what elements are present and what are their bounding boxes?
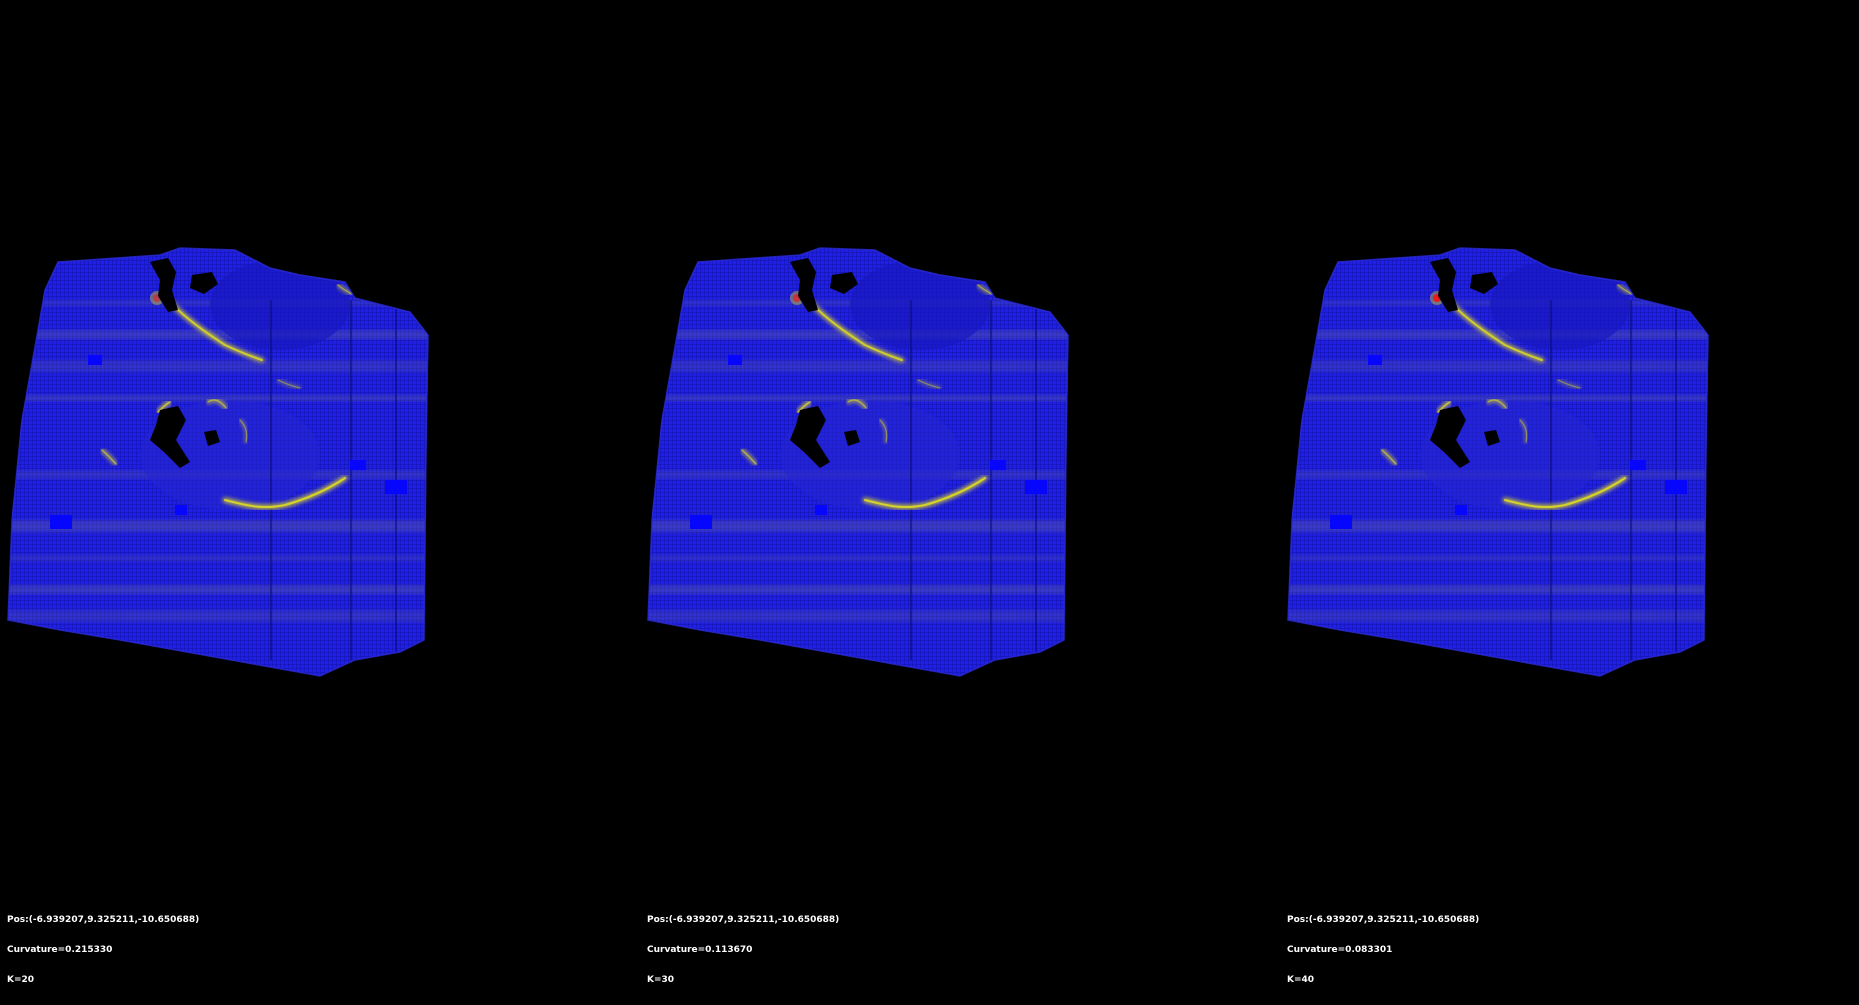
point-cloud-render[interactable]	[0, 0, 640, 934]
hole-region	[790, 406, 830, 468]
curvature-readout: Curvature=0.113670	[647, 945, 753, 955]
hole-region	[190, 272, 218, 294]
hole-region	[1470, 272, 1498, 294]
hole-region	[1484, 430, 1500, 446]
position-readout: Pos:(-6.939207,9.325211,-10.650688)	[1287, 915, 1480, 925]
surface-edge	[1287, 247, 1709, 677]
surface-edge	[647, 247, 1069, 677]
surface-edge	[7, 247, 429, 677]
k-readout: K=30	[647, 975, 675, 985]
hole-region	[150, 406, 190, 468]
hole-region	[844, 430, 860, 446]
viewport-k20[interactable]: Pos:(-6.939207,9.325211,-10.650688) Curv…	[0, 0, 640, 985]
viewport-k40[interactable]: Pos:(-6.939207,9.325211,-10.650688) Curv…	[1280, 0, 1859, 985]
hole-region	[1430, 406, 1470, 468]
k-readout: K=40	[1287, 975, 1315, 985]
hole-region	[204, 430, 220, 446]
k-readout: K=20	[7, 975, 35, 985]
hole-region	[150, 258, 178, 312]
surface-points	[1288, 248, 1708, 676]
surface-points	[8, 248, 428, 676]
position-readout: Pos:(-6.939207,9.325211,-10.650688)	[647, 915, 840, 925]
point-cloud-render[interactable]	[640, 0, 1280, 934]
point-cloud-render[interactable]	[1280, 0, 1859, 934]
hole-region	[790, 258, 818, 312]
position-readout: Pos:(-6.939207,9.325211,-10.650688)	[7, 915, 200, 925]
info-overlay: Pos:(-6.939207,9.325211,-10.650688) Curv…	[1287, 895, 1479, 1005]
info-overlay: Pos:(-6.939207,9.325211,-10.650688) Curv…	[7, 895, 199, 1005]
info-overlay: Pos:(-6.939207,9.325211,-10.650688) Curv…	[647, 895, 839, 1005]
surface-points	[648, 248, 1068, 676]
curvature-readout: Curvature=0.215330	[7, 945, 113, 955]
curvature-readout: Curvature=0.083301	[1287, 945, 1393, 955]
hole-region	[830, 272, 858, 294]
hole-region	[1430, 258, 1458, 312]
viewport-k30[interactable]: Pos:(-6.939207,9.325211,-10.650688) Curv…	[640, 0, 1280, 985]
